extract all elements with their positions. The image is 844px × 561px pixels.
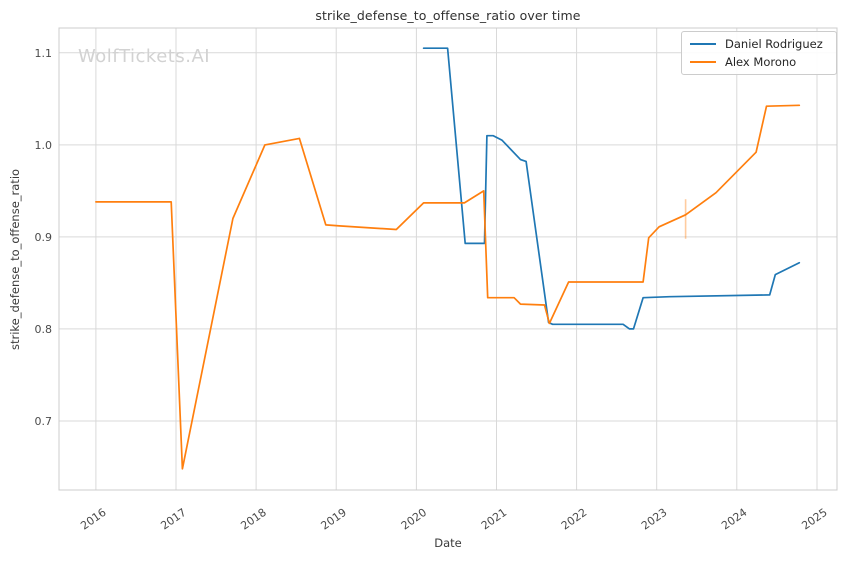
chart-title: strike_defense_to_offense_ratio over tim…: [315, 8, 581, 23]
x-tick-label: 2025: [799, 506, 829, 533]
y-tick-label: 0.8: [35, 323, 53, 336]
legend-item-daniel-rodriguez: Daniel Rodriguez: [690, 37, 830, 51]
legend: Daniel Rodriguez Alex Morono: [681, 31, 837, 75]
x-tick-label: 2018: [238, 506, 268, 533]
x-axis-label: Date: [434, 536, 462, 550]
x-tick-label: 2024: [719, 506, 749, 533]
legend-item-alex-morono: Alex Morono: [690, 55, 830, 69]
legend-line-swatch-blue: [690, 43, 716, 46]
series-line-alex-morono: [95, 104, 801, 470]
y-axis-label: strike_defense_to_offense_ratio: [8, 168, 22, 350]
x-tick-label: 2022: [559, 506, 589, 533]
x-tick-label: 2021: [479, 506, 509, 533]
legend-line-swatch-orange: [690, 60, 716, 63]
watermark: WolfTickets.AI: [78, 46, 211, 67]
y-tick-label: 0.7: [35, 415, 53, 428]
x-tick-label: 2017: [158, 506, 188, 533]
legend-label-daniel-rodriguez: Daniel Rodriguez: [725, 37, 823, 52]
x-tick-label: 2016: [78, 506, 108, 533]
y-tick-label: 1.1: [35, 47, 53, 60]
y-tick-label: 1.0: [35, 139, 53, 152]
x-tick-label: 2020: [399, 506, 429, 533]
y-tick-label: 0.9: [35, 231, 53, 244]
series-line-daniel-rodriguez: [422, 47, 801, 330]
plot-border: [58, 27, 838, 491]
x-tick-label: 2023: [639, 506, 669, 533]
x-tick-label: 2019: [319, 506, 349, 533]
legend-label-alex-morono: Alex Morono: [725, 54, 797, 69]
